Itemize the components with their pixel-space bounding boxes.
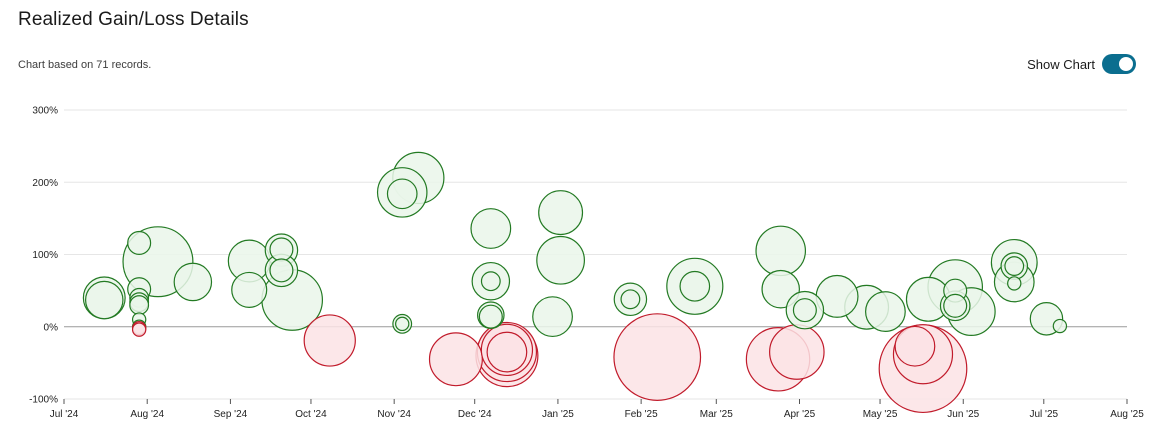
gain-bubble: [865, 291, 906, 332]
gain-bubble: [1004, 256, 1025, 276]
gain-bubble: [127, 230, 152, 255]
gain-bubble: [1007, 276, 1022, 291]
gain-bubble: [269, 258, 294, 283]
gain-bubble: [478, 304, 503, 329]
gain-bubble: [679, 270, 711, 302]
gain-bubble: [269, 237, 294, 262]
show-chart-label: Show Chart: [1027, 56, 1095, 72]
y-tick-label: 0%: [44, 322, 59, 333]
show-chart-control: Show Chart: [1027, 54, 1136, 74]
loss-bubble: [131, 322, 147, 337]
gain-bubble: [536, 235, 586, 285]
records-count-text: Chart based on 71 records.: [18, 59, 152, 71]
gain-bubble: [480, 271, 501, 292]
y-tick-label: -100%: [29, 395, 58, 406]
y-tick-label: 300%: [32, 106, 58, 117]
gain-bubble: [129, 295, 150, 316]
gain-bubble: [84, 280, 124, 320]
x-tick-label: Nov '24: [377, 409, 411, 420]
gain-bubble: [173, 262, 213, 302]
x-tick-label: Jul '25: [1029, 409, 1058, 420]
x-tick-label: Oct '24: [295, 409, 327, 420]
gain-bubble: [538, 190, 584, 236]
gain-bubble: [755, 225, 807, 277]
loss-bubble: [894, 325, 936, 367]
x-tick-label: May '25: [863, 409, 898, 420]
toggle-knob: [1119, 57, 1133, 71]
x-tick-label: Mar '25: [700, 409, 733, 420]
x-tick-label: Sep '24: [214, 409, 248, 420]
y-tick-label: 200%: [32, 178, 58, 189]
y-tick-label: 100%: [32, 250, 58, 261]
gain-bubble: [943, 293, 968, 318]
gain-bubble: [620, 289, 641, 310]
x-tick-label: Apr '25: [784, 409, 816, 420]
x-tick-label: Jul '24: [50, 409, 79, 420]
loss-bubble: [613, 313, 702, 401]
gain-bubble: [395, 316, 410, 332]
gain-bubble: [470, 208, 512, 249]
loss-bubble: [769, 324, 825, 380]
x-tick-label: Aug '24: [130, 409, 164, 420]
x-tick-label: Dec '24: [458, 409, 492, 420]
page-title: Realized Gain/Loss Details: [18, 9, 249, 30]
gain-bubble: [792, 298, 817, 323]
gain-bubble: [1052, 318, 1068, 334]
x-tick-label: Feb '25: [625, 409, 658, 420]
loss-bubble: [428, 332, 483, 387]
show-chart-toggle[interactable]: [1102, 54, 1136, 74]
gain-bubble: [532, 296, 573, 338]
x-tick-label: Jan '25: [542, 409, 574, 420]
x-tick-label: Aug '25: [1110, 409, 1144, 420]
x-tick-label: Jun '25: [947, 409, 979, 420]
gain-bubble: [386, 178, 418, 210]
gain-bubble: [231, 271, 268, 308]
loss-bubble: [486, 331, 528, 373]
loss-bubble: [303, 314, 356, 367]
